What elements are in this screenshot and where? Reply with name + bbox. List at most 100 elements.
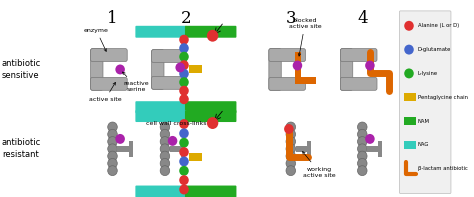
Text: enzyme: enzyme	[84, 28, 109, 51]
Circle shape	[365, 60, 374, 71]
FancyBboxPatch shape	[400, 11, 451, 193]
Circle shape	[160, 129, 170, 139]
Bar	[404, 117, 416, 125]
Circle shape	[357, 144, 367, 154]
FancyBboxPatch shape	[340, 77, 377, 90]
Text: Alanine (L or D): Alanine (L or D)	[418, 23, 459, 28]
Circle shape	[404, 69, 414, 78]
Circle shape	[179, 185, 189, 194]
Circle shape	[179, 77, 189, 87]
FancyBboxPatch shape	[340, 49, 353, 90]
FancyBboxPatch shape	[152, 50, 187, 62]
Circle shape	[357, 129, 367, 139]
Circle shape	[292, 60, 302, 71]
Text: β-lactam antibiotic: β-lactam antibiotic	[418, 166, 467, 171]
Bar	[404, 141, 416, 149]
Text: antibiotic
sensitive: antibiotic sensitive	[2, 59, 41, 80]
Bar	[296, 146, 311, 152]
Circle shape	[160, 137, 170, 147]
FancyBboxPatch shape	[185, 101, 237, 113]
Circle shape	[365, 134, 374, 144]
Bar	[181, 141, 185, 157]
Text: 2: 2	[181, 10, 191, 27]
Circle shape	[108, 166, 117, 176]
Circle shape	[179, 86, 189, 96]
FancyBboxPatch shape	[136, 26, 187, 38]
Text: Pentaglycine chain: Pentaglycine chain	[418, 95, 467, 100]
Text: active site: active site	[89, 82, 121, 102]
Text: blocked
active site: blocked active site	[289, 18, 321, 56]
Text: NAG: NAG	[418, 142, 429, 147]
Circle shape	[115, 64, 125, 74]
Circle shape	[179, 147, 189, 157]
FancyBboxPatch shape	[152, 50, 164, 89]
Circle shape	[115, 134, 125, 144]
FancyBboxPatch shape	[185, 186, 237, 197]
Bar	[189, 153, 202, 161]
Circle shape	[168, 136, 177, 146]
Bar	[404, 93, 416, 101]
Circle shape	[286, 144, 296, 154]
Bar	[189, 65, 202, 73]
Circle shape	[404, 45, 414, 55]
Text: NAM: NAM	[418, 119, 429, 124]
Circle shape	[207, 30, 219, 42]
Circle shape	[179, 119, 189, 129]
FancyBboxPatch shape	[152, 76, 187, 89]
FancyBboxPatch shape	[269, 77, 306, 90]
Circle shape	[286, 137, 296, 147]
Circle shape	[179, 35, 189, 45]
Bar	[170, 146, 185, 152]
Circle shape	[179, 156, 189, 166]
Text: cell wall cross-links: cell wall cross-links	[146, 121, 207, 126]
FancyBboxPatch shape	[185, 26, 237, 38]
Circle shape	[357, 122, 367, 132]
Bar	[295, 77, 316, 84]
FancyBboxPatch shape	[91, 49, 127, 61]
Circle shape	[284, 124, 293, 134]
Text: L-lysine: L-lysine	[418, 71, 438, 76]
Circle shape	[357, 158, 367, 168]
Bar	[117, 146, 133, 152]
Text: 3: 3	[285, 10, 296, 27]
Circle shape	[179, 69, 189, 79]
FancyBboxPatch shape	[136, 101, 187, 113]
Circle shape	[179, 138, 189, 148]
Circle shape	[179, 52, 189, 62]
Bar	[379, 141, 383, 157]
Circle shape	[108, 122, 117, 132]
Circle shape	[108, 151, 117, 161]
Circle shape	[179, 166, 189, 176]
Circle shape	[108, 129, 117, 139]
Circle shape	[286, 166, 296, 176]
Circle shape	[160, 158, 170, 168]
Text: 1: 1	[107, 10, 118, 27]
Text: reactive
serine: reactive serine	[123, 72, 149, 92]
Circle shape	[108, 158, 117, 168]
Circle shape	[179, 175, 189, 185]
Circle shape	[207, 117, 219, 129]
FancyBboxPatch shape	[269, 49, 306, 61]
FancyBboxPatch shape	[91, 49, 103, 90]
FancyBboxPatch shape	[269, 49, 281, 90]
Bar	[367, 146, 383, 152]
Circle shape	[286, 151, 296, 161]
Circle shape	[179, 94, 189, 104]
Bar	[295, 52, 301, 79]
Text: D-glutamate: D-glutamate	[418, 47, 451, 52]
Circle shape	[160, 166, 170, 176]
FancyBboxPatch shape	[136, 110, 187, 122]
FancyBboxPatch shape	[91, 77, 127, 90]
Circle shape	[108, 144, 117, 154]
Circle shape	[357, 151, 367, 161]
Text: antibiotic
resistant: antibiotic resistant	[2, 138, 41, 159]
Circle shape	[160, 122, 170, 132]
Circle shape	[108, 137, 117, 147]
Circle shape	[179, 128, 189, 138]
Circle shape	[179, 43, 189, 53]
Circle shape	[175, 62, 185, 72]
FancyBboxPatch shape	[136, 186, 187, 197]
Bar	[307, 141, 311, 157]
FancyBboxPatch shape	[340, 49, 377, 61]
Circle shape	[357, 137, 367, 147]
